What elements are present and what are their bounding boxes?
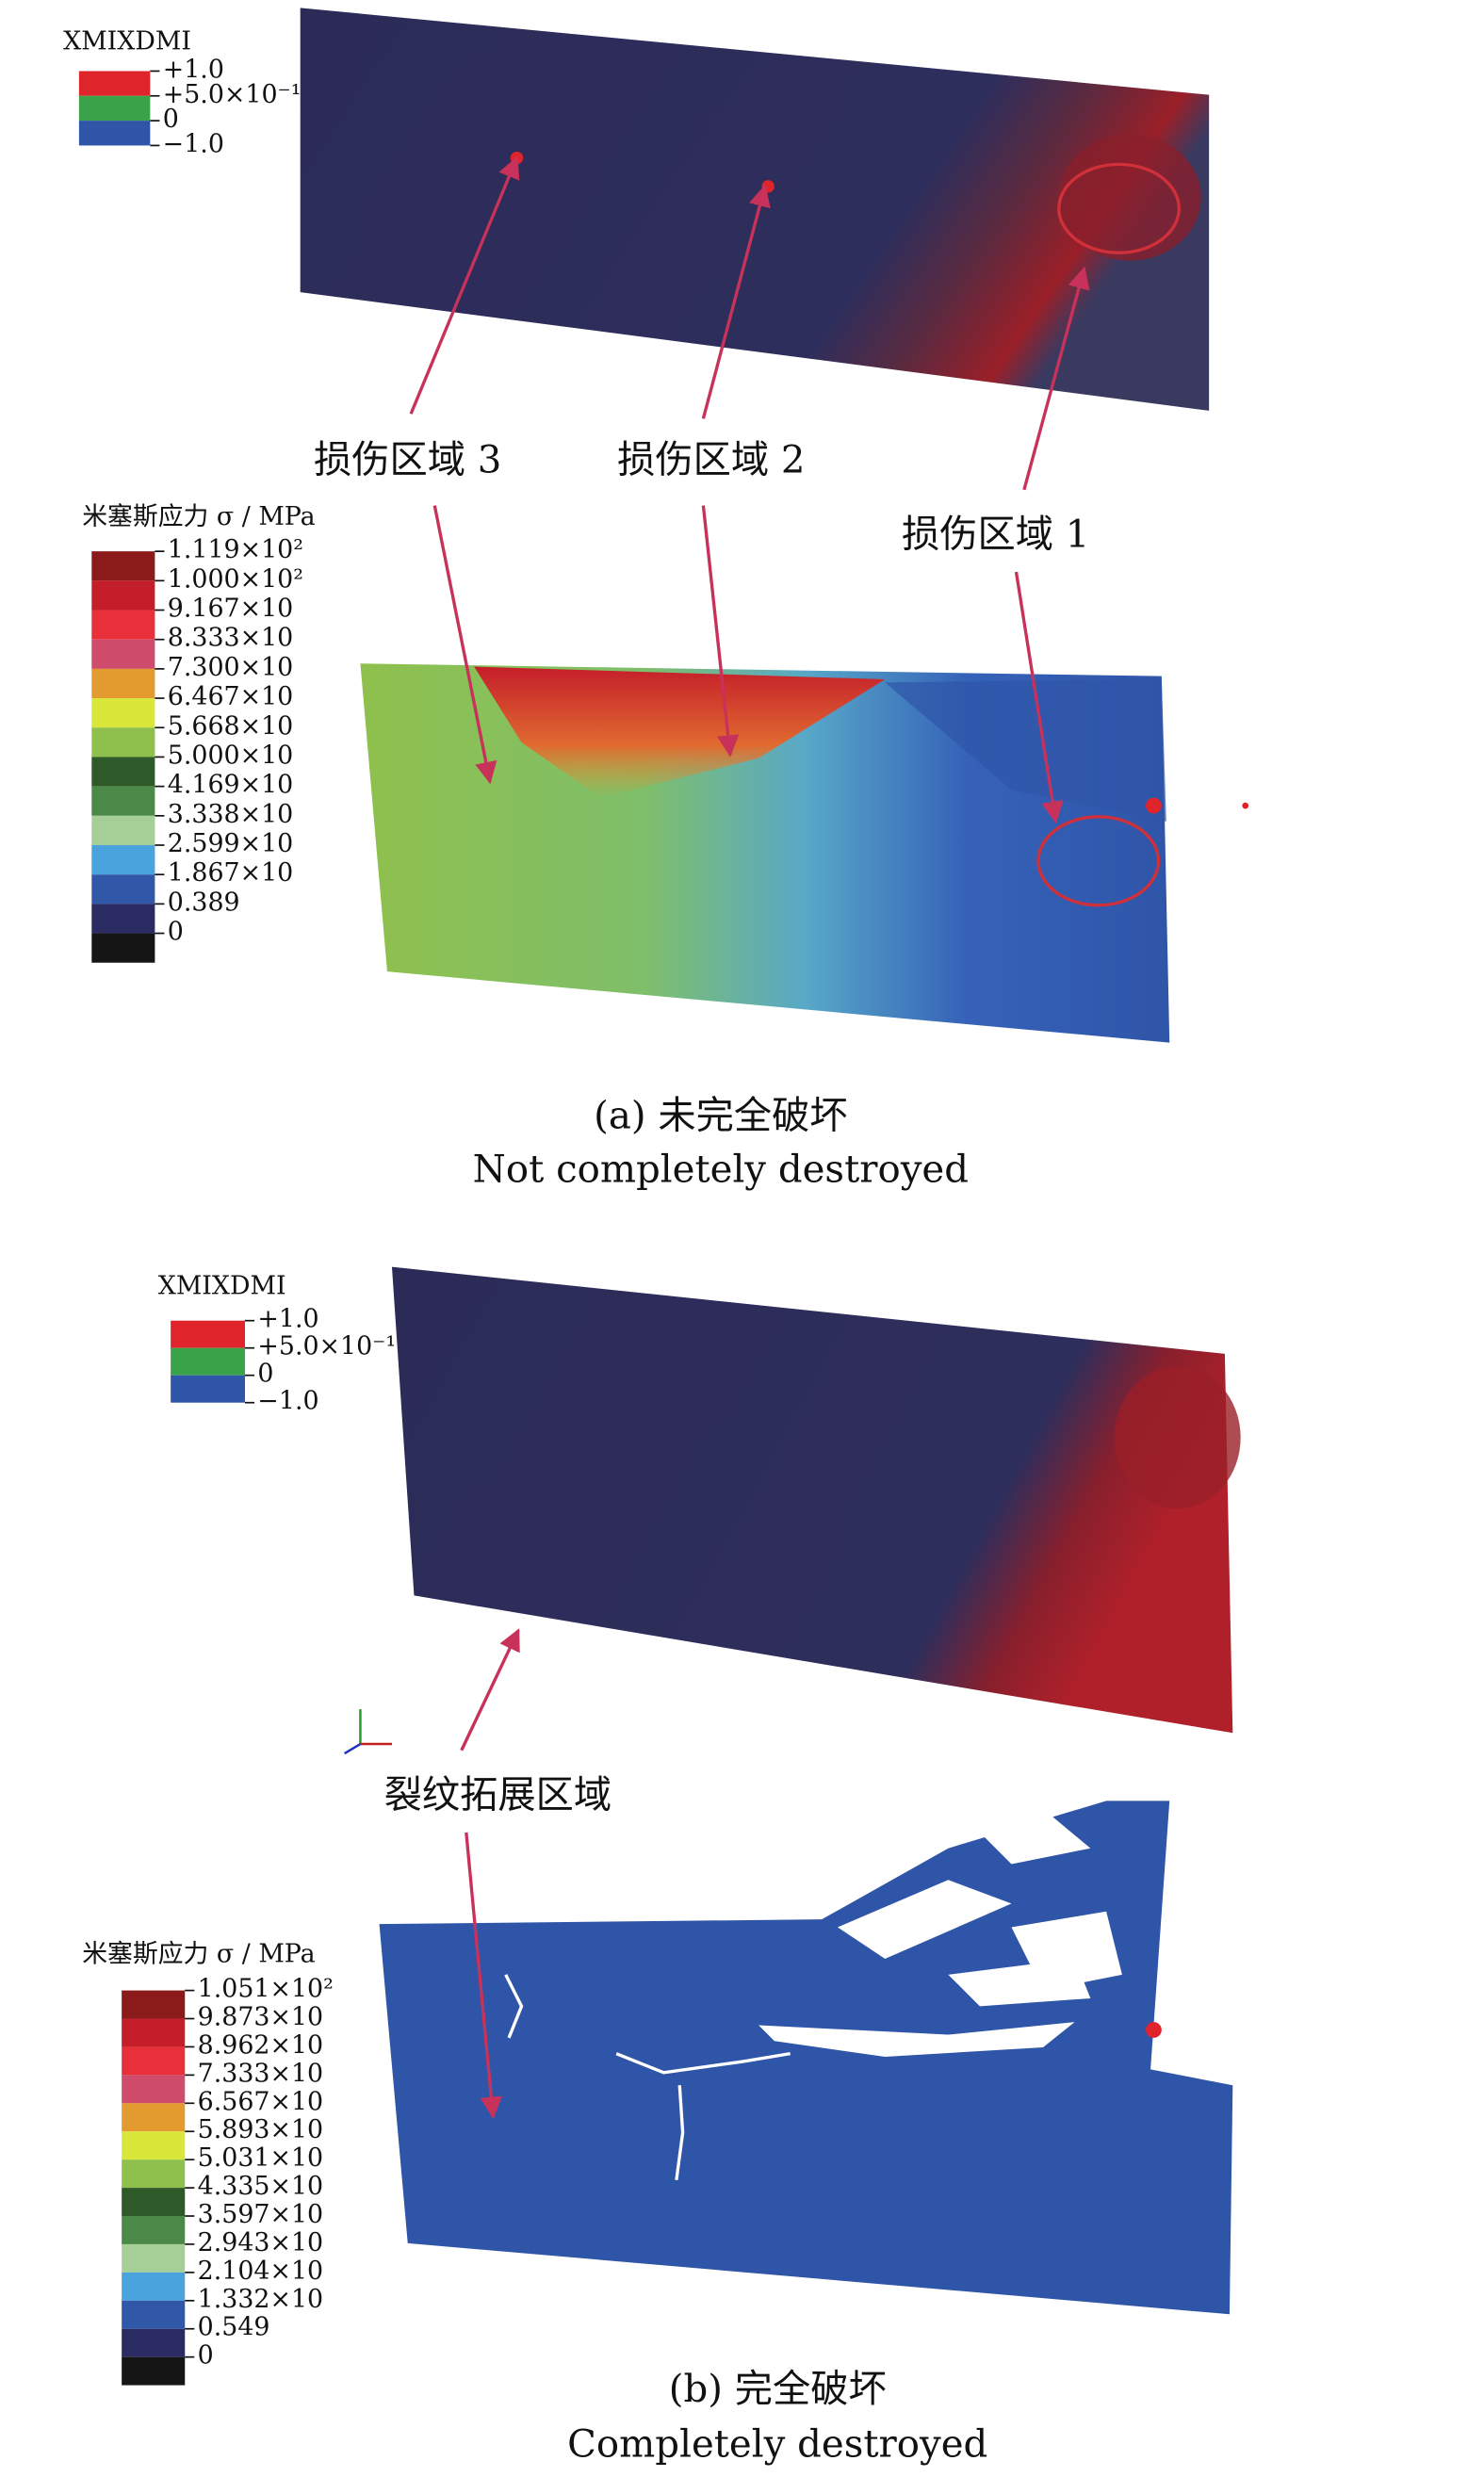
annotation: 损伤区域 2 — [617, 439, 805, 482]
annotation: 损伤区域 1 — [902, 513, 1089, 557]
legend-title: XMIXDMI — [158, 1271, 286, 1300]
legend-label: 8.962×10 — [198, 2030, 323, 2060]
legend-label: −1.0 — [257, 1387, 318, 1416]
legend-label: +1.0 — [257, 1305, 318, 1334]
legend-swatch — [91, 580, 155, 611]
legend-label: 1.867×10 — [168, 858, 293, 888]
legend-label: 1.000×10² — [168, 564, 303, 594]
legend-label: −1.0 — [163, 129, 224, 158]
legend-label: 0 — [163, 105, 179, 134]
legend-swatch — [91, 786, 155, 816]
legend-swatch — [122, 2046, 186, 2076]
legend-label: 3.338×10 — [168, 800, 293, 829]
legend-swatch — [122, 2159, 186, 2189]
damage-plate-a — [300, 8, 1210, 411]
annotation: 损伤区域 3 — [314, 439, 501, 482]
legend-label: 1.051×10² — [198, 1975, 334, 2004]
legend-swatch — [171, 1320, 245, 1348]
legend-label: 4.335×10 — [198, 2172, 323, 2201]
legend-label: +5.0×10⁻¹ — [163, 80, 302, 109]
legend-swatch — [91, 904, 155, 934]
legend-label: 2.599×10 — [168, 829, 293, 858]
caption: (a) 未完全破坏 — [594, 1095, 847, 1138]
legend-title: 米塞斯应力 σ / MPa — [82, 502, 315, 531]
legend-label: 5.668×10 — [168, 711, 293, 741]
legend-swatch — [122, 2018, 186, 2047]
annotation: 裂纹拓展区域 — [384, 1774, 612, 1817]
legend-label: 0 — [168, 918, 184, 947]
legend-swatch — [91, 698, 155, 728]
legend-label: 9.167×10 — [168, 595, 293, 624]
legend-label: 7.300×10 — [168, 653, 293, 682]
legend-label: 1.119×10² — [168, 535, 303, 564]
legend-swatch — [122, 2188, 186, 2217]
legend-label: 5.000×10 — [168, 741, 293, 770]
legend-swatch — [91, 551, 155, 581]
legend-swatch — [78, 121, 151, 146]
legend-label: 0 — [257, 1360, 273, 1389]
legend-swatch — [122, 2272, 186, 2301]
legend-swatch — [122, 2300, 186, 2329]
legend-swatch — [122, 1990, 186, 2019]
legend-swatch — [91, 727, 155, 758]
legend-swatch — [91, 815, 155, 846]
legend-swatch — [122, 2216, 186, 2244]
caption: Completely destroyed — [567, 2423, 987, 2467]
legend-swatch — [171, 1375, 245, 1403]
arrows-a — [409, 155, 1090, 824]
legend-title: 米塞斯应力 σ / MPa — [82, 1940, 315, 1969]
legend-swatch — [122, 2243, 186, 2273]
legend-label: 1.332×10 — [198, 2285, 323, 2314]
legend-swatch — [91, 845, 155, 875]
legend-label: 7.333×10 — [198, 2059, 323, 2088]
legend-swatch — [122, 2103, 186, 2132]
stress-plate-b — [379, 1801, 1233, 2315]
legend-swatch — [91, 639, 155, 669]
legend-swatch — [122, 2075, 186, 2104]
legend-label: 2.943×10 — [198, 2228, 323, 2257]
legend-label: 5.893×10 — [198, 2115, 323, 2144]
legend-label: +1.0 — [163, 55, 224, 84]
legend-swatch — [91, 933, 155, 963]
caption: Not completely destroyed — [473, 1149, 969, 1192]
legend-swatch — [91, 668, 155, 699]
arrows-b — [460, 1628, 520, 2120]
stress-plate-a — [360, 663, 1249, 1043]
legend-label: 6.567×10 — [198, 2087, 323, 2116]
legend-swatch — [171, 1347, 245, 1376]
legend-swatch — [91, 610, 155, 640]
legend-swatch — [122, 2356, 186, 2386]
legend-label: 0.549 — [198, 2313, 270, 2342]
legend-label: 0 — [198, 2341, 214, 2371]
legend-label: +5.0×10⁻¹ — [257, 1332, 396, 1361]
legend-label: 0.389 — [168, 888, 240, 917]
caption: (b) 完全破坏 — [669, 2368, 887, 2411]
legend-title: XMIXDMI — [63, 26, 191, 56]
legend-swatch — [91, 757, 155, 787]
legend-label: 9.873×10 — [198, 2003, 323, 2032]
legend-swatch — [78, 71, 151, 96]
legend-label: 2.104×10 — [198, 2257, 323, 2286]
legend-label: 3.597×10 — [198, 2200, 323, 2229]
legend-swatch — [78, 95, 151, 122]
damage-plate-b — [391, 1266, 1241, 1734]
legend-swatch — [91, 874, 155, 904]
legend-label: 5.031×10 — [198, 2143, 323, 2173]
legend-label: 4.169×10 — [168, 771, 293, 800]
legend-label: 6.467×10 — [168, 682, 293, 711]
axis-triad — [344, 1709, 392, 1755]
legend-swatch — [122, 2328, 186, 2357]
legend-label: 8.333×10 — [168, 624, 293, 653]
legend-swatch — [122, 2131, 186, 2160]
